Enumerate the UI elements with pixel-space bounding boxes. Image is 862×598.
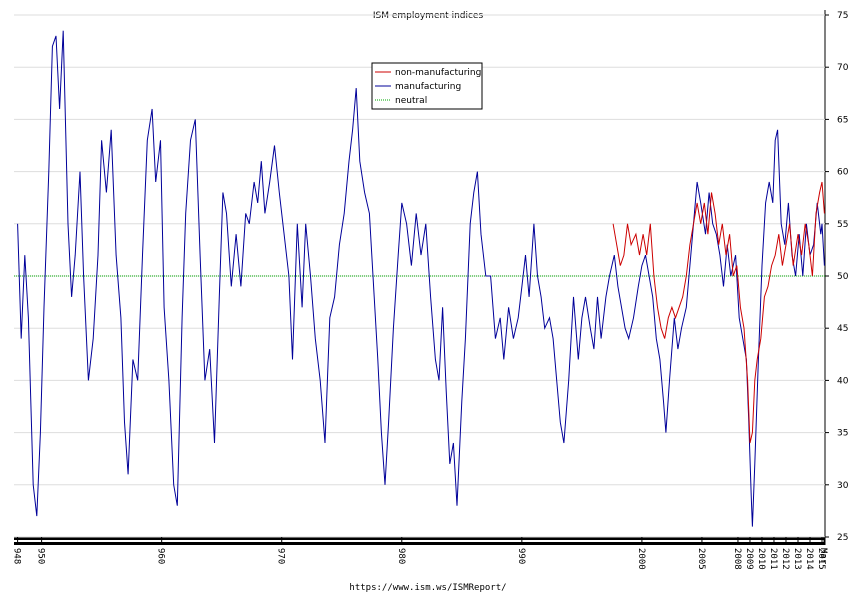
x-tick-label: 2011 — [768, 548, 778, 570]
legend-label: non-manufacturing — [395, 68, 481, 78]
legend-label: neutral — [395, 96, 427, 106]
series-line — [612, 181, 825, 444]
x-tick-label: 2000 — [636, 548, 646, 570]
x-tick-label: 960 — [156, 548, 166, 564]
x-tick-label: 2009 — [744, 548, 754, 570]
series-line — [17, 30, 825, 527]
x-tick-label: 2012 — [780, 548, 790, 570]
x-tick-label: 2005 — [696, 548, 706, 570]
x-tick-label: 980 — [396, 548, 406, 564]
x-tick-label: 970 — [276, 548, 286, 564]
y-tick-label: 75 — [837, 11, 848, 21]
y-tick-label: 55 — [837, 220, 848, 230]
x-tick-label: 990 — [516, 548, 526, 564]
x-tick-label: 2015 — [816, 548, 826, 570]
x-axis-label: https://www.ism.ws/ISMReport/ — [349, 583, 506, 593]
y-tick-label: 50 — [837, 272, 849, 282]
x-tick-label: 948 — [12, 548, 22, 564]
y-tick-label: 60 — [837, 168, 849, 178]
y-tick-label: 30 — [837, 481, 849, 491]
x-tick-label: 2013 — [792, 548, 802, 570]
y-tick-label: 65 — [837, 115, 848, 125]
x-tick-label: 2008 — [732, 548, 742, 570]
legend-label: manufacturing — [395, 82, 461, 92]
axis-bar — [14, 537, 825, 540]
y-tick-label: 35 — [837, 429, 848, 439]
y-tick-label: 70 — [837, 63, 849, 73]
axis-bar — [14, 542, 825, 545]
x-tick-label: Mar — [818, 548, 828, 565]
y-tick-label: 45 — [837, 324, 848, 334]
y-tick-label: 40 — [837, 376, 849, 386]
x-tick-label: 950 — [36, 548, 46, 564]
x-tick-label: 2010 — [756, 548, 766, 570]
chart-title: ISM employment indices — [373, 11, 484, 21]
x-tick-label: 2014 — [804, 548, 814, 570]
y-tick-label: 25 — [837, 533, 848, 543]
